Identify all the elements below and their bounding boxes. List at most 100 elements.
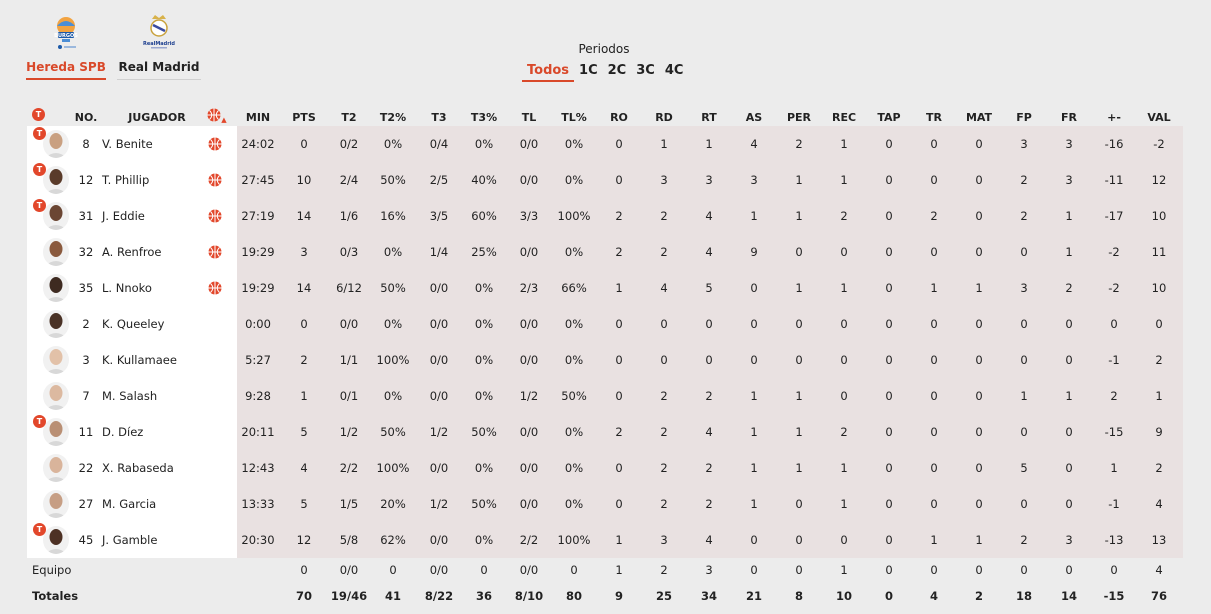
stat-t2-: 16% — [380, 209, 406, 223]
header-tl-: TL% — [561, 110, 587, 124]
table-row[interactable]: T 31 J. Eddie 27:19 14 1/6 16% 3/5 60% 3/3 100% 2 2 4… — [27, 198, 1183, 234]
on-court-icon — [208, 209, 222, 223]
box-score-table: T NO. JUGADOR ▲ MIN PTS T2 T2% T3 T3% TL TL% RO RD RT A… — [27, 106, 1183, 603]
stat-tap: 0 — [885, 245, 893, 259]
player-name[interactable]: X. Rabaseda — [102, 461, 174, 475]
player-name[interactable]: M. Salash — [102, 389, 158, 403]
table-row[interactable]: T 11 D. Díez 20:11 5 1/2 50% 1/2 50% 0/0 0% 2 2 4 1 1 2 0… — [27, 414, 1183, 450]
stat-pts: 3 — [300, 245, 308, 259]
stat-mat: 0 — [975, 317, 983, 331]
period-2c[interactable]: 2C — [607, 63, 627, 78]
table-row[interactable]: T 45 J. Gamble 20:30 12 5/8 62% 0/0 0% 2/2 100% 1 3 4… — [27, 522, 1183, 558]
stat-tr: 0 — [930, 173, 938, 187]
stat-fp: 0 — [1020, 317, 1028, 331]
stat-t3-: 36 — [475, 589, 493, 603]
stat-fr: 2 — [1065, 281, 1073, 295]
table-row[interactable]: T 12 T. Phillip 27:45 10 2/4 50% 2/5 40% 0/0 0% 0 3 3… — [27, 162, 1183, 198]
player-avatar — [43, 166, 69, 194]
stat-tr: 2 — [930, 209, 938, 223]
stat-rd: 3 — [660, 173, 668, 187]
table-row[interactable]: 7 M. Salash 9:28 1 0/1 0% 0/0 0% 1/2 50% 0 2 2 1 1 0 0 0 0… — [27, 378, 1183, 414]
stat-as: 1 — [750, 209, 758, 223]
stat-tr: 4 — [929, 589, 939, 603]
stat-tl: 0/0 — [519, 245, 539, 259]
team-tab-hereda-spb[interactable]: BURGOS Hereda SPB — [26, 14, 106, 80]
table-row[interactable]: T 8 V. Benite 24:02 0 0/2 0% 0/4 0% 0/0 0% 0 1 1 4 2 1 0 0… — [27, 126, 1183, 162]
stat-per: 0 — [795, 317, 803, 331]
player-avatar — [43, 310, 69, 338]
team-tab-real-madrid[interactable]: RealMadrid Real Madrid — [117, 14, 201, 80]
player-number: 8 — [82, 137, 90, 151]
player-name[interactable]: J. Eddie — [102, 209, 145, 223]
team-name: Real Madrid — [118, 60, 200, 74]
stat-mat: 0 — [975, 137, 983, 151]
table-row[interactable]: 32 A. Renfroe 19:29 3 0/3 0% 1/4 25% 0/0 0% 2 2 4 9 0 0… — [27, 234, 1183, 270]
stat-rt: 0 — [705, 353, 713, 367]
period-1c[interactable]: 1C — [579, 63, 598, 78]
stat-t2-: 50% — [380, 281, 406, 295]
stat-val: 0 — [1155, 317, 1163, 331]
player-avatar — [43, 382, 69, 410]
player-name[interactable]: L. Nnoko — [102, 281, 152, 295]
player-name[interactable]: J. Gamble — [102, 533, 158, 547]
stat--: -1 — [1108, 353, 1120, 367]
stat-tl-: 0% — [564, 137, 584, 151]
stat-as: 3 — [750, 173, 758, 187]
stat-min: 13:33 — [241, 497, 275, 511]
player-number: 3 — [82, 353, 90, 367]
stat-val: 13 — [1151, 533, 1167, 547]
stat-ro: 0 — [615, 461, 623, 475]
sort-arrow-icon[interactable]: ▲ — [221, 116, 227, 124]
svg-text:BURGOS: BURGOS — [54, 33, 78, 39]
stat-tap: 0 — [885, 563, 893, 577]
active-tab-underline — [26, 78, 106, 80]
stat-fp: 0 — [1020, 563, 1028, 577]
stat-as: 21 — [745, 589, 763, 603]
player-name[interactable]: K. Queeley — [102, 317, 165, 331]
stat-tap: 0 — [885, 173, 893, 187]
on-court-header-icon — [207, 108, 221, 122]
stat-tl-: 0% — [564, 317, 584, 331]
stat-t2-: 0 — [389, 563, 397, 577]
stat-t2-: 100% — [376, 353, 410, 367]
table-row[interactable]: 3 K. Kullamaee 5:27 2 1/1 100% 0/0 0% 0/0 0% 0 0 0 0 0… — [27, 342, 1183, 378]
table-row[interactable]: 35 L. Nnoko 19:29 14 6/12 50% 0/0 0% 2/3 66% 1 4 5 0 1… — [27, 270, 1183, 306]
table-row[interactable]: 2 K. Queeley 0:00 0 0/0 0% 0/0 0% 0/0 0% 0 0 0 0 0 0 0 0 0… — [27, 306, 1183, 342]
stat-per: 1 — [795, 281, 803, 295]
header-fr: FR — [1061, 110, 1077, 124]
period-todos[interactable]: Todos — [522, 62, 575, 82]
stat-t3-: 0% — [474, 533, 494, 547]
stat-tl-: 0% — [564, 353, 584, 367]
player-column-background — [27, 126, 237, 558]
stat-rt: 4 — [705, 245, 713, 259]
stat-val: 11 — [1151, 245, 1167, 259]
player-name[interactable]: D. Díez — [102, 425, 144, 439]
table-row[interactable]: 22 X. Rabaseda 12:43 4 2/2 100% 0/0 0% 0/0 0% 0 2 2 1… — [27, 450, 1183, 486]
stat-fp: 0 — [1020, 497, 1028, 511]
player-name[interactable]: V. Benite — [102, 137, 153, 151]
table-row[interactable]: 27 M. Garcia 13:33 5 1/5 20% 1/2 50% 0/0 0% 0 2 2 1 0 1… — [27, 486, 1183, 522]
stat-per: 0 — [795, 353, 803, 367]
player-name[interactable]: M. Garcia — [102, 497, 157, 511]
stat-tl-: 0% — [564, 461, 584, 475]
stat-tap: 0 — [885, 425, 893, 439]
player-name[interactable]: K. Kullamaee — [102, 353, 177, 367]
period-4c[interactable]: 4C — [664, 63, 684, 78]
stat-rd: 2 — [660, 425, 668, 439]
stat-mat: 0 — [975, 425, 983, 439]
player-name[interactable]: A. Renfroe — [102, 245, 162, 259]
on-court-icon — [208, 173, 222, 187]
stat-tr: 0 — [930, 245, 938, 259]
stat-t2: 0/0 — [339, 563, 359, 577]
player-name[interactable]: T. Phillip — [102, 173, 150, 187]
player-avatar — [43, 346, 69, 374]
stat--: 0 — [1110, 563, 1118, 577]
stat-t2: 1/5 — [339, 497, 359, 511]
period-3c[interactable]: 3C — [636, 63, 655, 78]
stat-ro: 0 — [615, 317, 623, 331]
player-avatar — [43, 238, 69, 266]
stat-per: 1 — [795, 461, 803, 475]
stat--: -11 — [1104, 173, 1124, 187]
header-ro: RO — [610, 110, 628, 124]
stat-tr: 0 — [930, 317, 938, 331]
